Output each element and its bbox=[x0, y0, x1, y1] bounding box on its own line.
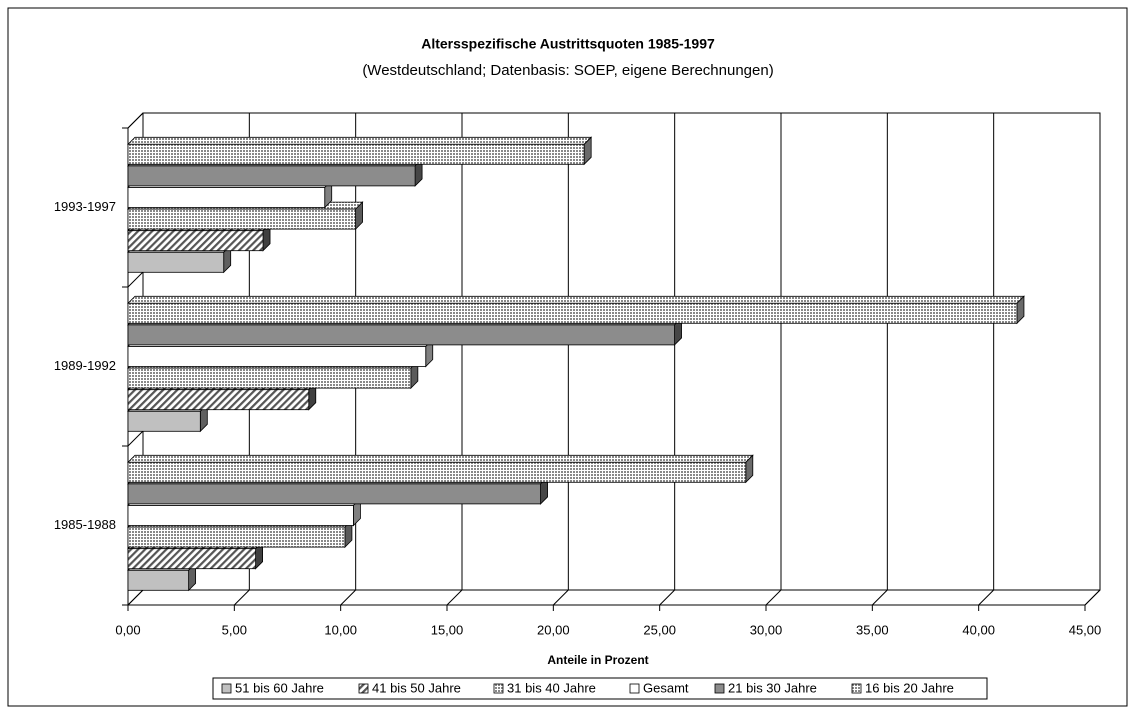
x-tick-label: 45,00 bbox=[1069, 622, 1102, 637]
x-axis-title: Anteile in Prozent bbox=[547, 653, 648, 667]
y-tick-label: 1989-1992 bbox=[54, 358, 116, 373]
grid-floor-line bbox=[659, 589, 676, 606]
legend-swatch bbox=[714, 683, 725, 694]
grid-floor-line bbox=[552, 589, 569, 606]
y-tick-label: 1993-1997 bbox=[54, 199, 116, 214]
grid-floor-line bbox=[1084, 589, 1101, 606]
grid-floor-line bbox=[340, 589, 357, 606]
y-tick-depth bbox=[127, 589, 144, 606]
legend-swatch bbox=[629, 683, 640, 694]
bar-front bbox=[127, 569, 190, 591]
bar bbox=[127, 295, 1025, 325]
x-tick-label: 5,00 bbox=[222, 622, 247, 637]
bar-front bbox=[127, 230, 264, 252]
legend-label: 16 bis 20 Jahre bbox=[865, 680, 954, 695]
bar-front bbox=[127, 483, 541, 505]
y-tick-depth bbox=[127, 271, 144, 288]
x-tick-label: 30,00 bbox=[750, 622, 783, 637]
bar-front bbox=[127, 187, 326, 208]
bar-front bbox=[127, 251, 225, 273]
y-tick-depth bbox=[127, 112, 144, 129]
x-tick-label: 40,00 bbox=[962, 622, 995, 637]
grid-floor-line bbox=[978, 589, 995, 606]
bar-front bbox=[127, 526, 346, 548]
legend-label: 51 bis 60 Jahre bbox=[235, 680, 324, 695]
grid-floor-line bbox=[233, 589, 250, 606]
bar-front bbox=[127, 302, 1018, 324]
legend-label: 31 bis 40 Jahre bbox=[507, 680, 596, 695]
bar-front bbox=[127, 346, 427, 367]
bar-front bbox=[127, 208, 356, 230]
bar-front bbox=[127, 461, 747, 483]
grid-floor-line bbox=[446, 589, 463, 606]
x-tick-label: 0,00 bbox=[115, 622, 140, 637]
x-tick-label: 25,00 bbox=[643, 622, 676, 637]
x-tick-label: 15,00 bbox=[431, 622, 464, 637]
bar bbox=[127, 136, 593, 166]
grid-floor-line bbox=[765, 589, 782, 606]
bar-front bbox=[127, 324, 675, 346]
bar bbox=[127, 454, 754, 484]
x-tick-label: 35,00 bbox=[856, 622, 889, 637]
bar-top bbox=[127, 136, 593, 145]
y-tick-depth bbox=[127, 430, 144, 447]
grid-floor-line bbox=[871, 589, 888, 606]
legend-label: Gesamt bbox=[643, 680, 689, 695]
legend-box bbox=[212, 677, 988, 700]
legend-label: 41 bis 50 Jahre bbox=[372, 680, 461, 695]
bar-front bbox=[127, 548, 256, 570]
legend-swatch bbox=[221, 683, 232, 694]
bar-front bbox=[127, 389, 310, 411]
y-tick-label: 1985-1988 bbox=[54, 517, 116, 532]
bar-front bbox=[127, 505, 354, 526]
bar-top bbox=[127, 454, 754, 463]
x-tick-label: 10,00 bbox=[324, 622, 357, 637]
bar-front bbox=[127, 165, 416, 187]
chart-title: Altersspezifische Austrittsquoten 1985-1… bbox=[421, 36, 715, 52]
legend-swatch bbox=[851, 683, 862, 694]
bar-front bbox=[127, 143, 585, 165]
legend-swatch bbox=[358, 683, 369, 694]
chart-subtitle: (Westdeutschland; Datenbasis: SOEP, eige… bbox=[362, 62, 773, 79]
legend-label: 21 bis 30 Jahre bbox=[728, 680, 817, 695]
legend-swatch bbox=[493, 683, 504, 694]
bar-top bbox=[127, 295, 1025, 304]
bar-front bbox=[127, 410, 201, 432]
bar-front bbox=[127, 367, 412, 389]
x-tick-label: 20,00 bbox=[537, 622, 570, 637]
